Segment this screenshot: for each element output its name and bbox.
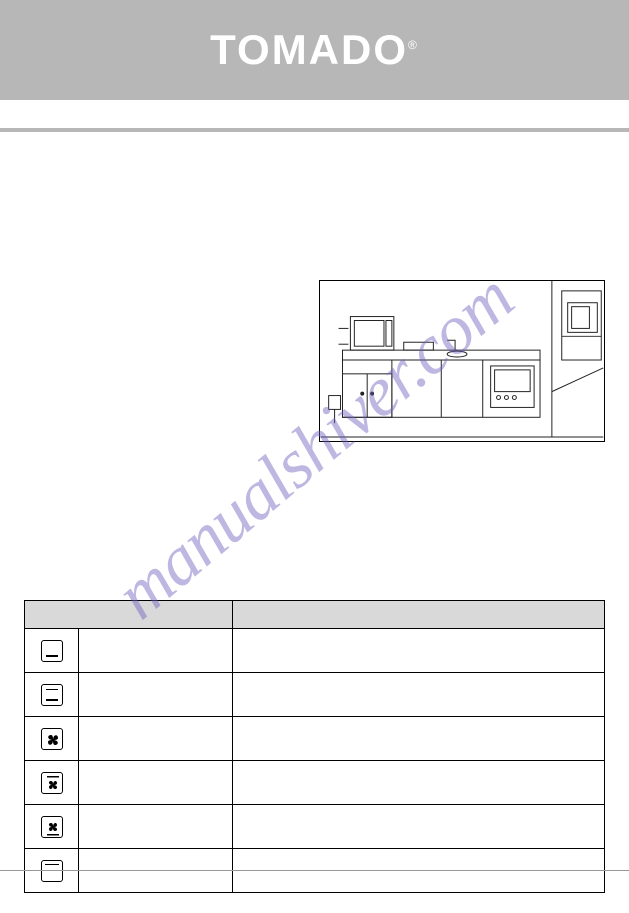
fan-top-icon xyxy=(41,772,63,794)
mode-icon-cell xyxy=(25,761,79,805)
footer-line xyxy=(0,870,629,871)
kitchen-diagram xyxy=(319,280,605,442)
mode-label xyxy=(79,629,233,673)
table-header-row xyxy=(25,601,605,629)
brand-logo: TOMADO® xyxy=(210,26,419,74)
kitchen-svg xyxy=(320,281,604,441)
mode-icon-cell xyxy=(25,805,79,849)
modes-table xyxy=(24,600,605,893)
table-row xyxy=(25,673,605,717)
table-row xyxy=(25,805,605,849)
table-header-left xyxy=(25,601,233,629)
mode-icon-cell xyxy=(25,629,79,673)
mode-icon-cell xyxy=(25,717,79,761)
page-content xyxy=(0,132,629,913)
mode-label xyxy=(79,673,233,717)
table-row xyxy=(25,629,605,673)
table-header-right xyxy=(233,601,605,629)
table-row xyxy=(25,761,605,805)
mode-icon-cell xyxy=(25,673,79,717)
mode-desc xyxy=(233,673,605,717)
mode-label xyxy=(79,717,233,761)
bottom-heat-icon xyxy=(41,640,63,662)
header-band: TOMADO® xyxy=(0,0,629,100)
mode-desc xyxy=(233,805,605,849)
mode-label xyxy=(79,761,233,805)
registered-mark: ® xyxy=(408,38,419,52)
fan-bottom-icon xyxy=(41,816,63,838)
mode-desc xyxy=(233,717,605,761)
mode-desc xyxy=(233,761,605,805)
fan-icon xyxy=(41,728,63,750)
mode-label xyxy=(79,805,233,849)
mode-desc xyxy=(233,629,605,673)
brand-name: TOMADO xyxy=(210,26,408,73)
top-bottom-heat-icon xyxy=(41,684,63,706)
table-row xyxy=(25,717,605,761)
